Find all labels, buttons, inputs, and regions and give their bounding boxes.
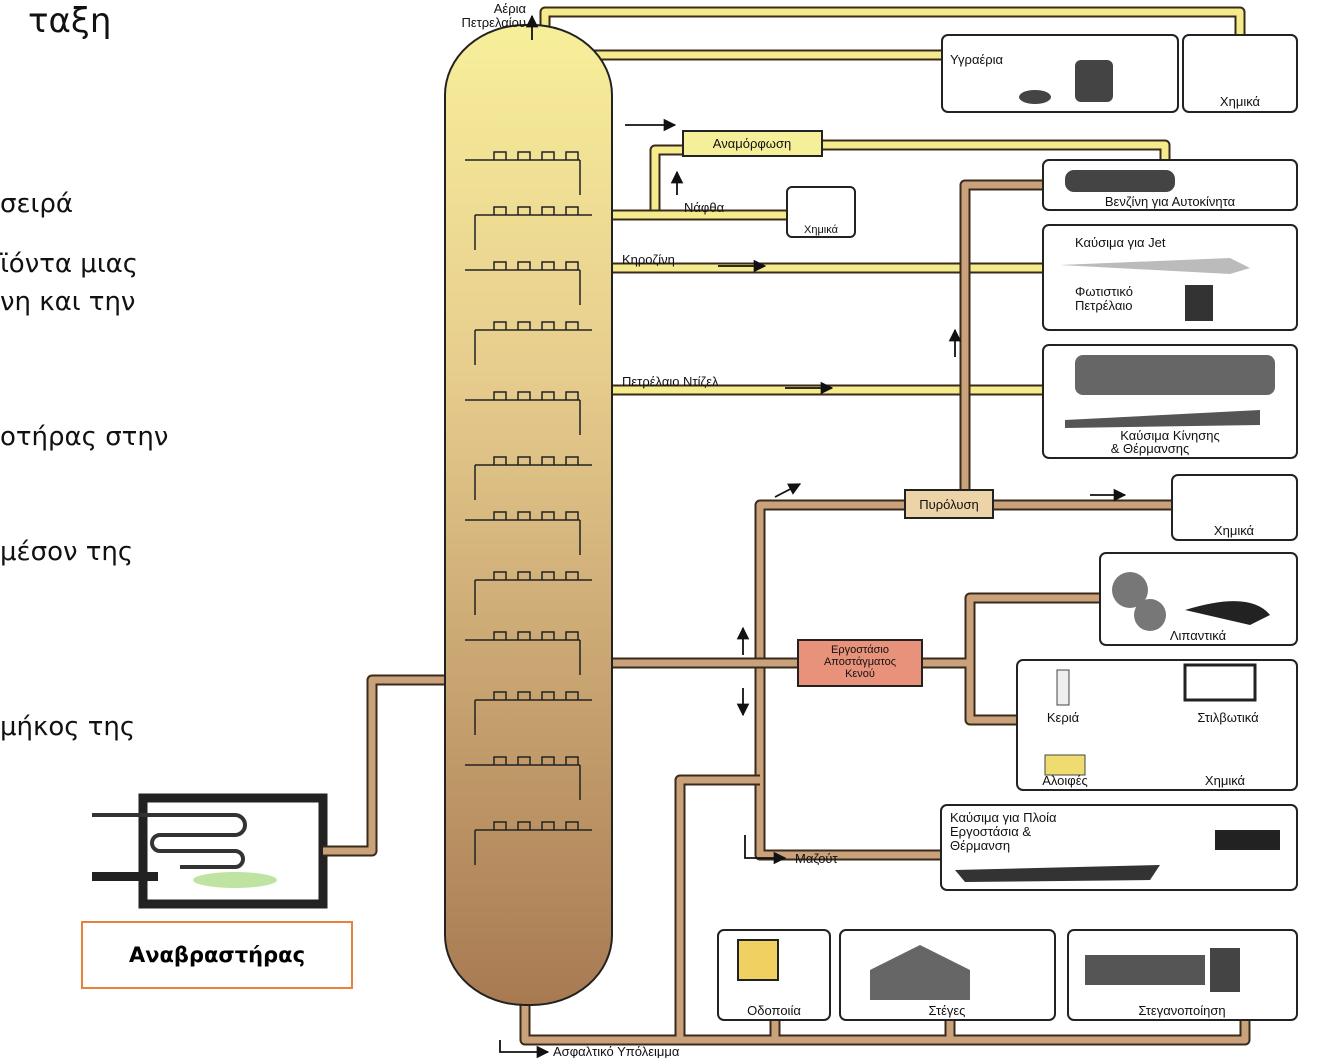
reboiler-coil [92, 815, 245, 867]
slide-text: μέσον της [0, 537, 133, 567]
label: Κηροζίνη [622, 252, 675, 267]
label: Οδοποιία [747, 1003, 801, 1018]
label: Αλοιφές [1042, 773, 1088, 788]
slide: ταξη σειρά ϊόντα μιας νη και την οτήρας … [0, 0, 1319, 1058]
slide-title: ταξη [28, 1, 111, 41]
slide-text: σειρά [0, 189, 73, 219]
flame [193, 872, 277, 888]
label: Αναμόρφωση [713, 136, 791, 151]
label: Νάφθα [684, 200, 725, 215]
label: Χημικά [1220, 94, 1261, 109]
reboiler-label: Αναβραστήρας [129, 943, 305, 967]
label: Κεριά [1047, 710, 1080, 725]
label: Υγραέρια [950, 52, 1004, 67]
slide-text: μήκος της [0, 712, 135, 742]
label: Πυρόλυση [919, 497, 978, 512]
label: Χημικά [1205, 773, 1246, 788]
distillation-column [445, 25, 612, 1005]
label: Στέγες [929, 1003, 966, 1018]
label: Μαζούτ [795, 851, 839, 866]
label: Καύσιμα για Jet [1075, 235, 1166, 250]
slide-text: ϊόντα μιας [0, 249, 138, 279]
label: Στιλβωτικά [1197, 710, 1259, 725]
label: Βενζίνη για Αυτοκίνητα [1105, 194, 1236, 209]
label: Στεγανοποίηση [1138, 1003, 1225, 1018]
reboiler-inlet [92, 872, 158, 881]
label: Ασφαλτικό Υπόλειμμα [553, 1044, 680, 1058]
label: Χημικά [1214, 523, 1255, 538]
label: Χημικά [804, 224, 839, 236]
label: Πετρέλαιο Ντίζελ [622, 374, 719, 389]
slide-text: νη και την [0, 287, 135, 317]
label: Λιπαντικά [1170, 628, 1227, 643]
slide-text: οτήρας στην [0, 422, 168, 452]
